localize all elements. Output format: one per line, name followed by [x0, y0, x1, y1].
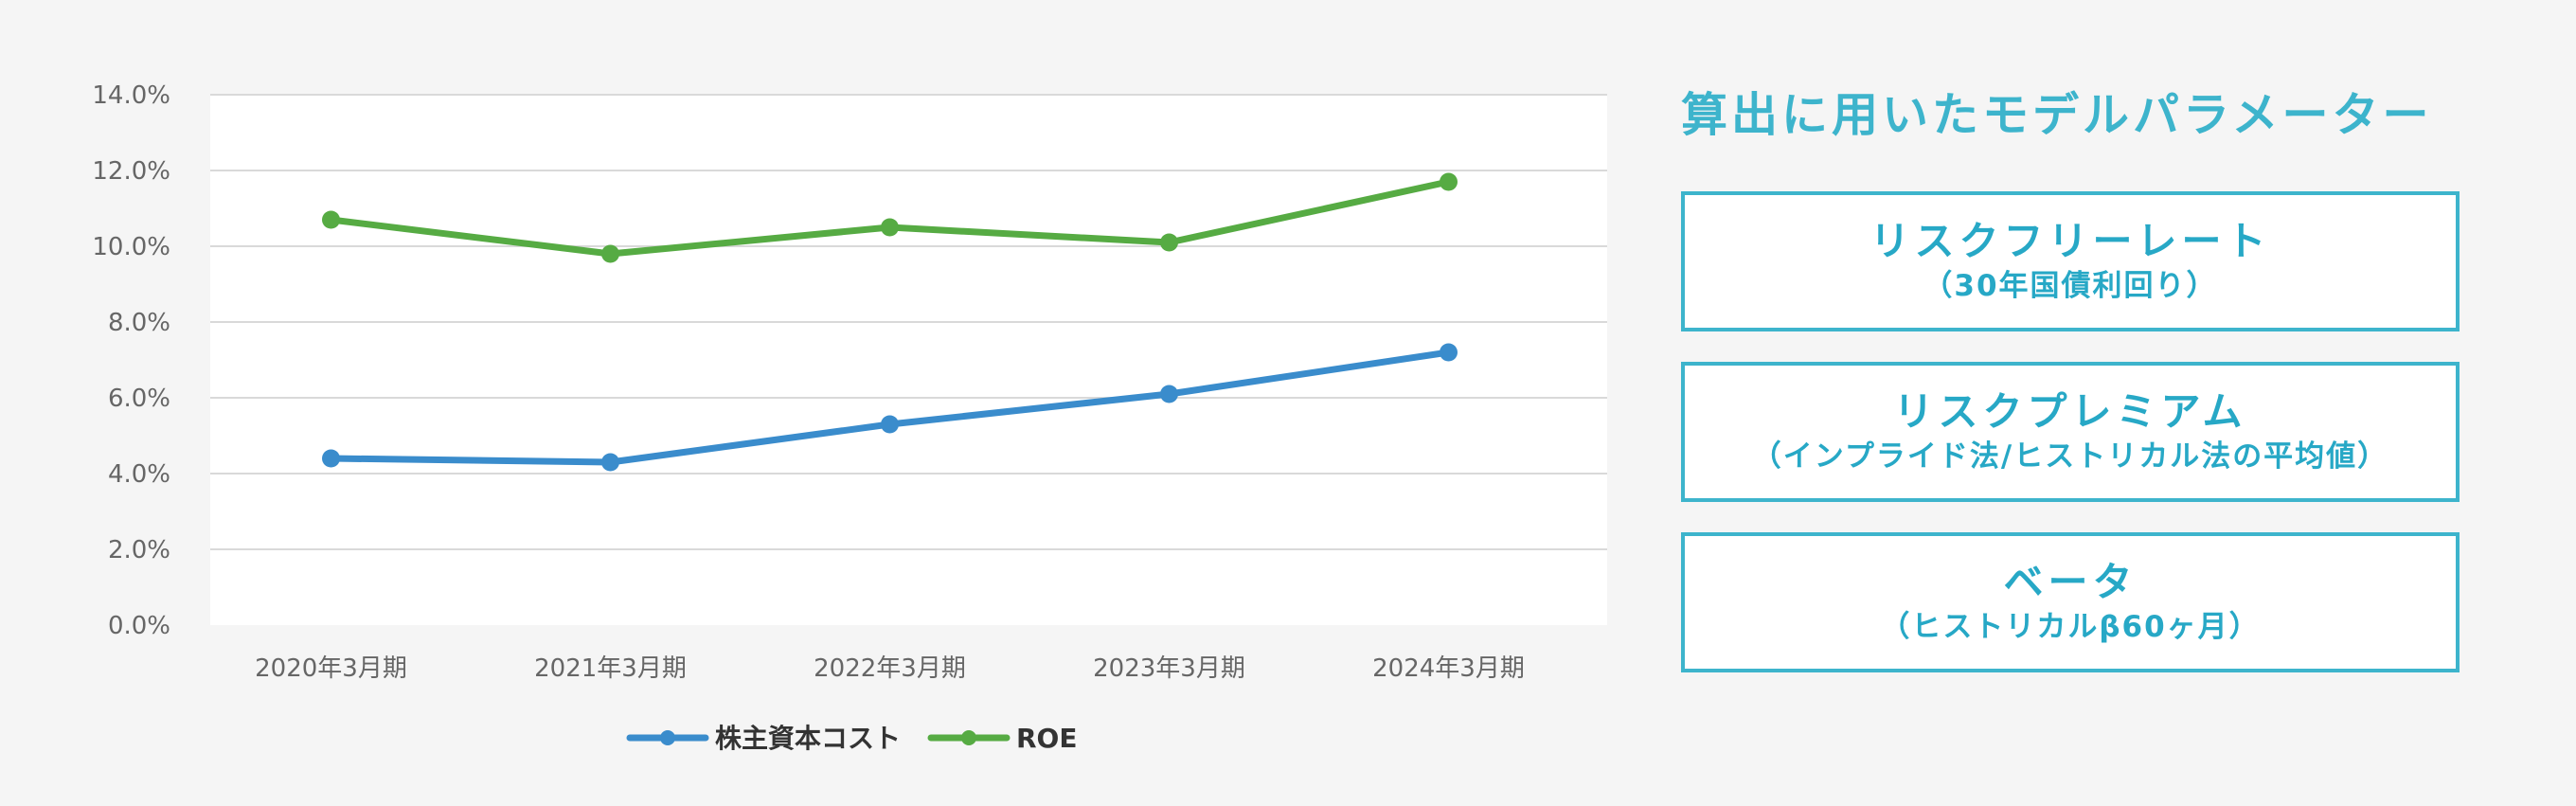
- gridlines: [210, 94, 1607, 550]
- legend-label: ROE: [1016, 723, 1078, 754]
- series-roe: [322, 172, 1458, 263]
- x-tick-label: 2020年3月期: [255, 654, 407, 683]
- data-point: [1440, 172, 1458, 191]
- data-point: [1160, 233, 1178, 252]
- legend-label: 株主資本コスト: [715, 723, 901, 754]
- x-tick-label: 2023年3月期: [1093, 654, 1245, 683]
- data-point: [881, 415, 899, 434]
- data-point: [601, 244, 619, 263]
- data-point: [322, 210, 340, 229]
- param-sub: （30年国債利回り）: [1923, 269, 2218, 303]
- param-box-risk-premium: リスクプレミアム （インプライド法/ヒストリカル法の平均値）: [1681, 362, 2460, 502]
- legend-item: 株主資本コスト: [626, 723, 901, 754]
- legend: 株主資本コスト ROE: [626, 723, 1078, 754]
- y-tick-label: 12.0%: [92, 157, 170, 186]
- legend-marker: [660, 730, 675, 745]
- line-chart: 0.0% 2.0% 4.0% 6.0% 8.0% 10.0% 12.0% 14.0% 2020…: [92, 81, 1607, 754]
- x-tick-label: 2022年3月期: [814, 654, 966, 683]
- param-name: リスクプレミアム: [1893, 388, 2247, 435]
- data-point: [1160, 385, 1178, 403]
- x-tick-label: 2021年3月期: [534, 654, 687, 683]
- panel-title: 算出に用いたモデルパラメーター: [1681, 88, 2433, 142]
- y-tick-label: 4.0%: [108, 460, 170, 489]
- param-sub: （インプライド法/ヒストリカル法の平均値）: [1751, 439, 2389, 474]
- data-point: [1440, 343, 1458, 362]
- param-box-beta: ベータ （ヒストリカルβ60ヶ月）: [1681, 532, 2460, 672]
- series-cost-of-equity: [322, 343, 1458, 472]
- y-axis-ticks: 0.0% 2.0% 4.0% 6.0% 8.0% 10.0% 12.0% 14.0%: [92, 81, 170, 640]
- data-point: [881, 218, 899, 237]
- y-tick-label: 10.0%: [92, 233, 170, 261]
- param-name: リスクフリーレート: [1869, 218, 2271, 264]
- y-tick-label: 14.0%: [92, 81, 170, 110]
- y-tick-label: 0.0%: [108, 612, 170, 640]
- y-tick-label: 2.0%: [108, 536, 170, 564]
- data-point: [601, 453, 619, 472]
- param-box-risk-free-rate: リスクフリーレート （30年国債利回り）: [1681, 191, 2460, 331]
- x-tick-label: 2024年3月期: [1372, 654, 1525, 683]
- y-tick-label: 8.0%: [108, 309, 170, 337]
- series-layer: [322, 172, 1458, 472]
- param-sub: （ヒストリカルβ60ヶ月）: [1880, 610, 2261, 644]
- param-name: ベータ: [2003, 559, 2138, 605]
- legend-item: ROE: [927, 723, 1078, 754]
- data-point: [322, 449, 340, 468]
- plot-area: [210, 95, 1607, 625]
- x-axis-ticks: 2020年3月期 2021年3月期 2022年3月期 2023年3月期 2024年3月期: [255, 654, 1525, 683]
- legend-marker: [961, 730, 976, 745]
- y-tick-label: 6.0%: [108, 385, 170, 413]
